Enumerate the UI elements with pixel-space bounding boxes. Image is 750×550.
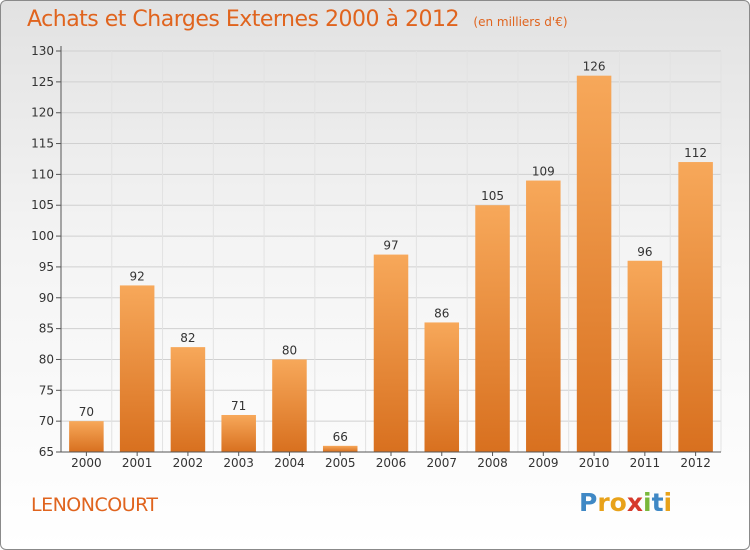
bar-value-label: 97 <box>383 239 398 253</box>
bar-value-label: 112 <box>684 146 707 160</box>
axes: 65 70 75 80 85 90 95 100 105 110 115 120 125 130 2000 2… <box>31 44 721 470</box>
title-row: Achats et Charges Externes 2000 à 2012 (… <box>27 7 568 32</box>
y-tick-label: 75 <box>39 383 54 397</box>
x-tick-label: 2005 <box>325 456 356 470</box>
y-tick-label: 115 <box>31 137 54 151</box>
x-tick-label: 2000 <box>71 456 102 470</box>
commune-name: LENONCOURT <box>31 494 158 516</box>
y-tick-label: 130 <box>31 44 54 58</box>
bar-value-label: 66 <box>333 430 348 444</box>
logo-letter: i <box>663 488 673 517</box>
bar-value-label: 86 <box>434 306 449 320</box>
x-tick-label: 2002 <box>173 456 204 470</box>
chart-title: Achats et Charges Externes 2000 à 2012 <box>27 7 459 32</box>
bar <box>373 254 409 452</box>
bar <box>678 162 713 453</box>
bar <box>424 322 460 452</box>
y-tick-label: 85 <box>39 322 54 336</box>
y-tick-label: 105 <box>31 198 54 212</box>
bar-value-label: 70 <box>79 405 94 419</box>
y-tick-label: 120 <box>31 106 54 120</box>
x-tick-label: 2007 <box>426 456 457 470</box>
bar <box>170 347 206 452</box>
x-tick-label: 2010 <box>579 456 610 470</box>
logo-letter: x <box>626 488 643 517</box>
bar-value-label: 105 <box>481 189 504 203</box>
y-tick-label: 95 <box>39 260 54 274</box>
x-tick-label: 2008 <box>477 456 508 470</box>
bar <box>322 445 358 452</box>
y-tick-label: 90 <box>39 291 54 305</box>
bar-value-label: 109 <box>532 165 555 179</box>
bars: 70 92 82 71 80 66 97 86 105 109 126 96 112 <box>69 60 713 453</box>
y-tick-label: 80 <box>39 352 54 366</box>
y-tick-label: 65 <box>39 445 54 459</box>
bar-value-label: 80 <box>282 343 297 357</box>
logo-letter: t <box>651 488 664 517</box>
bar-value-label: 126 <box>583 60 606 74</box>
x-tick-label: 2003 <box>223 456 254 470</box>
bar <box>526 180 561 453</box>
bar <box>119 285 155 452</box>
logo-letter: r <box>597 488 610 517</box>
chart-subtitle: (en milliers d'€) <box>473 15 568 29</box>
bar <box>475 205 510 452</box>
bar <box>627 260 663 452</box>
x-tick-label: 2011 <box>630 456 661 470</box>
x-tick-label: 2006 <box>376 456 407 470</box>
bar-value-label: 92 <box>130 269 145 283</box>
bar-value-label: 96 <box>637 245 652 259</box>
bar <box>576 75 612 452</box>
y-tick-label: 125 <box>31 75 54 89</box>
x-tick-label: 2004 <box>274 456 305 470</box>
bar <box>272 359 307 452</box>
bar <box>69 421 104 452</box>
logo-letter: o <box>609 488 627 517</box>
x-tick-label: 2012 <box>680 456 711 470</box>
bar-value-label: 82 <box>180 331 195 345</box>
x-tick-label: 2009 <box>528 456 559 470</box>
proxiti-logo: Proxiti <box>579 488 672 517</box>
y-tick-label: 110 <box>31 167 54 181</box>
y-tick-label: 100 <box>31 229 54 243</box>
x-tick-label: 2001 <box>122 456 153 470</box>
y-tick-label: 70 <box>39 414 54 428</box>
bar <box>221 414 256 452</box>
logo-letter: i <box>643 488 652 517</box>
logo-letter: P <box>579 488 598 517</box>
bar-value-label: 71 <box>231 399 246 413</box>
